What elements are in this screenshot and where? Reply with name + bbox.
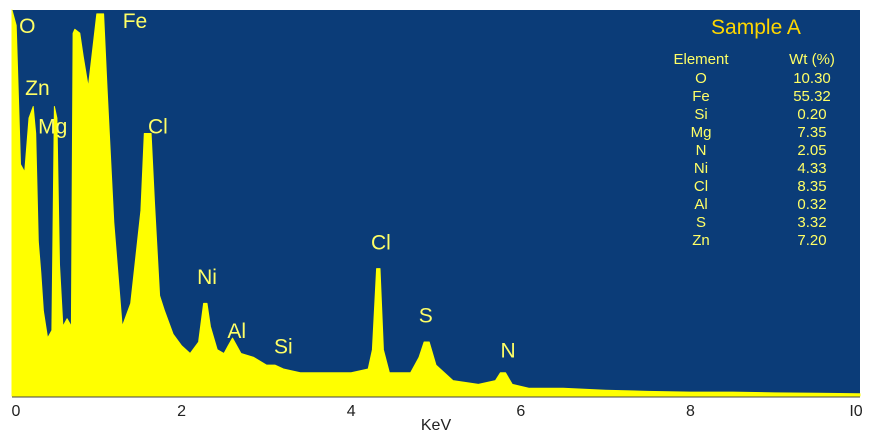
table-cell-element-mg: Mg [691,124,712,141]
table-cell-wt-s: 3.32 [797,214,826,231]
table-cell-wt-al: 0.32 [797,196,826,213]
table-header-element: Element [673,51,729,68]
peak-label-n-10: N [501,339,516,362]
peak-label-cl-8: Cl [371,231,391,254]
x-axis: 0 2 4 6 8 I0 KeV [12,396,863,432]
table-cell-wt-n: 2.05 [797,142,826,159]
table-cell-wt-mg: 7.35 [797,124,826,141]
peak-label-o-0: O [19,15,35,38]
x-tick-label-3: 6 [516,403,525,420]
peak-label-al-6: Al [227,320,246,343]
peak-label-ni-5: Ni [197,266,217,289]
table-cell-element-fe: Fe [692,88,710,105]
x-tick-label-4: 8 [686,403,695,420]
table-cell-element-s: S [696,214,706,231]
table-cell-element-zn: Zn [692,232,710,249]
table-cell-wt-si: 0.20 [797,106,826,123]
x-axis-title: KeV [421,417,452,432]
table-cell-element-ni: Ni [694,160,708,177]
table-cell-wt-ni: 4.33 [797,160,826,177]
spectrum-area-0 [11,9,861,397]
peak-label-mg-3: Mg [38,116,67,139]
table-cell-wt-zn: 7.20 [797,232,826,249]
peak-label-zn-2: Zn [25,77,50,100]
table-cell-wt-cl: 8.35 [797,178,826,195]
table-cell-element-o: O [695,70,707,87]
table-cell-element-al: Al [694,196,707,213]
spectrum-layer [11,9,861,397]
x-tick-label-1: 2 [177,403,186,420]
table-cell-element-cl: Cl [694,178,708,195]
x-tick-label-2: 4 [347,403,356,420]
table-cell-element-n: N [696,142,707,159]
x-tick-label-0: 0 [12,403,21,420]
peak-label-cl-4: Cl [148,116,168,139]
x-tick-label-5: I0 [849,403,862,420]
chart-title: Sample A [711,16,801,39]
composition-table: Sample A Element Wt (%) O 10.30 Fe 55.32 Si 0.20… [673,16,834,249]
peak-label-si-7: Si [274,336,293,359]
peak-label-s-9: S [419,305,433,328]
table-cell-element-si: Si [694,106,707,123]
table-header-wt: Wt (%) [789,51,835,68]
table-cell-wt-o: 10.30 [793,70,831,87]
table-cell-wt-fe: 55.32 [793,88,831,105]
peak-label-fe-1: Fe [123,10,148,33]
peak-labels: O Fe Zn Mg Cl Ni Al Si Cl S N [19,10,516,362]
